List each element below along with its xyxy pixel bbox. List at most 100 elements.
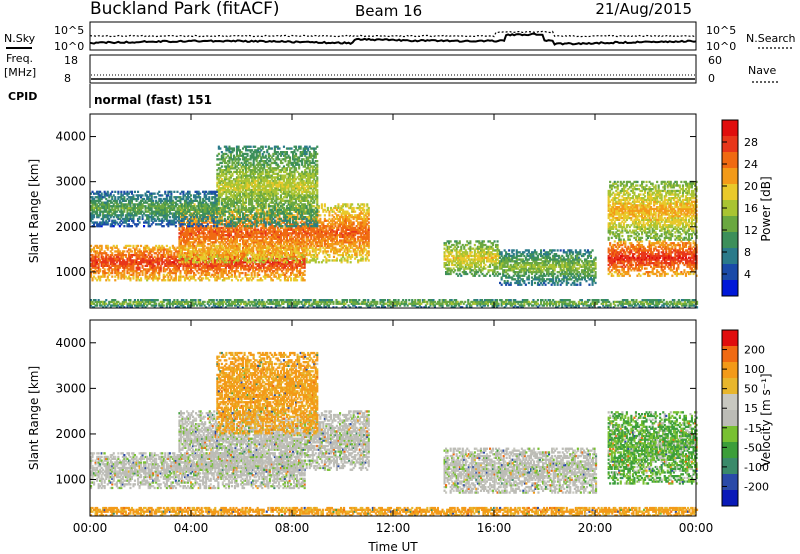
echo-cell bbox=[111, 252, 113, 254]
echo-cell bbox=[337, 203, 339, 205]
echo-cell bbox=[166, 245, 168, 247]
beam-title: Beam 16 bbox=[355, 2, 422, 20]
echo-cell bbox=[132, 245, 134, 247]
echo-cell bbox=[224, 214, 226, 216]
nave-label: Nave bbox=[748, 64, 776, 77]
echo-cell bbox=[350, 250, 352, 252]
echo-cell bbox=[131, 250, 133, 252]
echo-cell bbox=[290, 277, 292, 279]
echo-cell bbox=[265, 254, 267, 256]
echo-cell bbox=[208, 272, 210, 274]
echo-cell bbox=[303, 256, 305, 258]
echo-cell bbox=[238, 205, 240, 207]
echo-cell bbox=[322, 259, 324, 261]
nave-tick-top: 60 bbox=[708, 54, 722, 67]
echo-cell bbox=[250, 146, 252, 148]
echo-cell bbox=[208, 279, 210, 281]
echo-cell bbox=[203, 247, 205, 249]
echo-cell bbox=[304, 279, 306, 281]
echo-cell bbox=[183, 254, 185, 256]
echo-cell bbox=[353, 221, 355, 223]
noise-panel: 10^5 10^0 10^5 10^0 N.Sky N.Search bbox=[4, 22, 796, 53]
echo-cell bbox=[188, 261, 190, 263]
echo-cell bbox=[321, 203, 323, 205]
echo-cell bbox=[198, 272, 200, 274]
echo-cell bbox=[362, 256, 364, 258]
echo-cell bbox=[176, 247, 178, 249]
echo-cell bbox=[239, 243, 241, 245]
echo-cell bbox=[195, 274, 197, 276]
echo-cell bbox=[235, 276, 237, 278]
echo-cell bbox=[170, 276, 172, 278]
echo-cell bbox=[363, 203, 365, 205]
echo-cell bbox=[247, 153, 249, 155]
echo-cell bbox=[221, 223, 223, 225]
power-echoes bbox=[90, 146, 698, 309]
echo-cell bbox=[104, 268, 106, 270]
cpid-value: normal (fast) 151 bbox=[94, 93, 212, 107]
echo-cell bbox=[230, 209, 232, 211]
echo-cell bbox=[304, 270, 306, 272]
echo-cell bbox=[286, 261, 288, 263]
echo-cell bbox=[244, 225, 246, 227]
echo-cell bbox=[233, 216, 235, 218]
echo-cell bbox=[114, 279, 116, 281]
echo-cell bbox=[319, 214, 321, 216]
cpid-label: CPID bbox=[8, 90, 37, 103]
echo-cell bbox=[324, 203, 326, 205]
echo-cell bbox=[368, 259, 370, 261]
echo-cell bbox=[202, 277, 204, 279]
echo-cell bbox=[242, 212, 244, 214]
echo-cell bbox=[123, 250, 125, 252]
echo-cell bbox=[319, 218, 321, 220]
echo-cell bbox=[351, 203, 353, 205]
echo-cell bbox=[263, 250, 265, 252]
echo-cell bbox=[195, 258, 197, 260]
echo-cell bbox=[351, 254, 353, 256]
radar-summary-plot: Buckland Park (fitACF) Beam 16 21/Aug/20… bbox=[0, 0, 800, 554]
echo-cell bbox=[368, 225, 370, 227]
freq-panel: 18 8 60 0 Freq. [MHz] Nave CPID normal (… bbox=[4, 52, 780, 108]
noise-tick-top-right: 10^5 bbox=[706, 24, 736, 37]
echo-cell bbox=[291, 258, 293, 260]
echo-cell bbox=[164, 279, 166, 281]
echo-cell bbox=[247, 214, 249, 216]
echo-cell bbox=[336, 258, 338, 260]
echo-cell bbox=[324, 214, 326, 216]
echo-cell bbox=[254, 261, 256, 263]
echo-cell bbox=[306, 258, 308, 260]
echo-cell bbox=[301, 261, 303, 263]
echo-cell bbox=[137, 245, 139, 247]
echo-cell bbox=[99, 268, 101, 270]
echo-cell bbox=[238, 146, 240, 148]
echo-cell bbox=[266, 258, 268, 260]
echo-cell bbox=[333, 256, 335, 258]
echo-cell bbox=[140, 277, 142, 279]
echo-cell bbox=[195, 279, 197, 281]
echo-cell bbox=[300, 258, 302, 260]
echo-cell bbox=[288, 258, 290, 260]
noise-tick-bottom-right: 10^0 bbox=[706, 40, 736, 53]
echo-cell bbox=[195, 247, 197, 249]
echo-cell bbox=[228, 261, 230, 263]
echo-cell bbox=[318, 261, 320, 263]
echo-cell bbox=[354, 238, 356, 240]
noise-tick-bottom-left: 10^0 bbox=[54, 40, 84, 53]
nsearch-label: N.Search bbox=[746, 32, 796, 45]
echo-cell bbox=[253, 223, 255, 225]
echo-cell bbox=[129, 277, 131, 279]
echo-cell bbox=[241, 254, 243, 256]
echo-cell bbox=[327, 250, 329, 252]
echo-cell bbox=[178, 261, 180, 263]
echo-cell bbox=[234, 207, 236, 209]
echo-cell bbox=[221, 220, 223, 222]
echo-cell bbox=[258, 274, 260, 276]
echo-cell bbox=[328, 254, 330, 256]
echo-cell bbox=[279, 279, 281, 281]
echo-cell bbox=[139, 267, 141, 269]
echo-cell bbox=[218, 153, 220, 155]
echo-cell bbox=[239, 158, 241, 160]
echo-cell bbox=[129, 245, 131, 247]
echo-cell bbox=[368, 250, 370, 252]
nave-tick-bottom: 0 bbox=[708, 72, 715, 85]
